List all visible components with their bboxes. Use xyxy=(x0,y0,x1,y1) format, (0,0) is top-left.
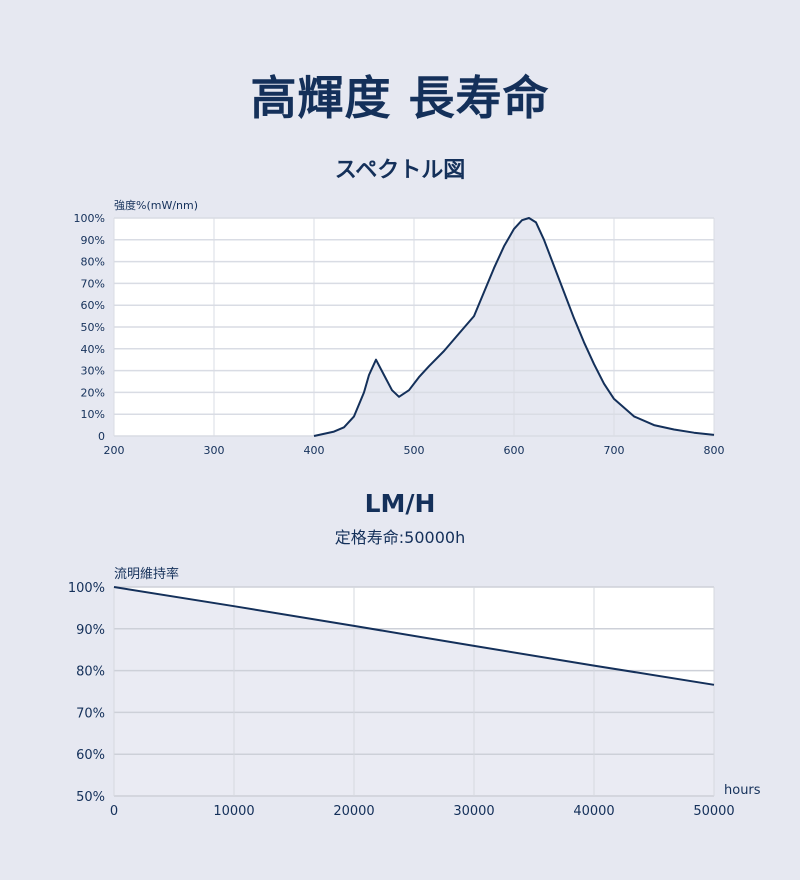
x-tick-label: 50000 xyxy=(693,804,734,819)
series-area xyxy=(114,587,714,796)
y-tick-label: 70% xyxy=(76,706,105,721)
series-line xyxy=(313,217,715,437)
y-tick-label: 20% xyxy=(81,386,105,399)
series-line xyxy=(113,586,715,686)
x-tick-label: 600 xyxy=(504,444,525,457)
page-title: 高輝度 長寿命 xyxy=(250,71,550,125)
y-tick-label: 50% xyxy=(76,790,105,805)
y-tick-label: 0 xyxy=(98,430,105,443)
y-tick-label: 100% xyxy=(68,581,105,596)
x-tick-label: 200 xyxy=(104,444,125,457)
x-axis-label: hours xyxy=(724,783,761,798)
x-tick-label: 800 xyxy=(704,444,725,457)
y-tick-label: 80% xyxy=(81,256,105,269)
y-tick-label: 80% xyxy=(76,665,105,680)
lumen-chart: 流明維持率 50% 60% 70% 80% 90% 100% 0 10000 20000 30000… xyxy=(68,566,761,819)
x-tick-label: 300 xyxy=(204,444,225,457)
y-tick-label: 40% xyxy=(81,343,105,356)
y-tick-label: 60% xyxy=(76,748,105,763)
y-tick-label: 50% xyxy=(81,321,105,334)
y-tick-label: 90% xyxy=(81,234,105,247)
y-tick-label: 100% xyxy=(74,212,105,225)
x-tick-label: 500 xyxy=(404,444,425,457)
spectrum-chart-title: スペクトル図 xyxy=(334,158,466,183)
spectrum-chart: 強度%(mW/nm) 0 10% 20% 30% 40% 50% 60% 70% 80% 90% 10… xyxy=(74,198,725,457)
x-tick-label: 10000 xyxy=(213,804,254,819)
lumen-chart-subtitle: 定格寿命:50000h xyxy=(334,528,466,547)
y-tick-label: 90% xyxy=(76,623,105,638)
y-tick-label: 70% xyxy=(81,277,105,290)
x-tick-label: 20000 xyxy=(333,804,374,819)
x-tick-label: 0 xyxy=(110,804,118,819)
y-axis-label: 流明維持率 xyxy=(114,566,179,582)
lumen-chart-title: LM/H xyxy=(364,489,436,518)
x-tick-label: 40000 xyxy=(573,804,614,819)
y-tick-label: 60% xyxy=(81,299,105,312)
y-axis-label: 強度%(mW/nm) xyxy=(114,198,198,212)
x-tick-label: 700 xyxy=(604,444,625,457)
y-tick-label: 30% xyxy=(81,365,105,378)
y-tick-label: 10% xyxy=(81,408,105,421)
x-tick-label: 30000 xyxy=(453,804,494,819)
x-tick-label: 400 xyxy=(304,444,325,457)
